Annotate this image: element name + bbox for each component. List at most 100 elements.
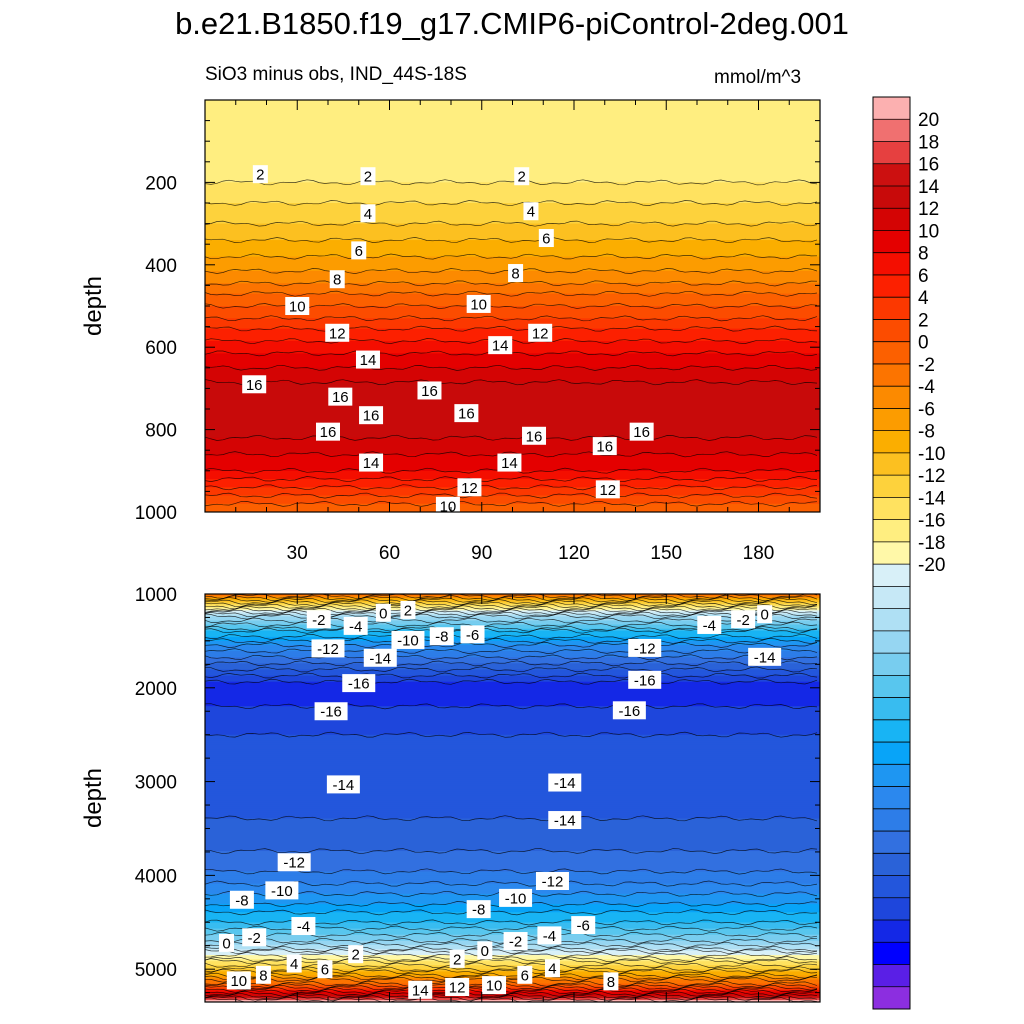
- upper-fill-band: [205, 233, 820, 237]
- upper-fill-band: [205, 192, 820, 196]
- colorbar-tick-label: 16: [918, 155, 939, 176]
- lower-fill-band: [205, 755, 820, 758]
- svg-text:4: 4: [290, 956, 298, 973]
- upper-contour-line: [205, 290, 818, 297]
- lower-fill-band: [205, 600, 820, 603]
- svg-text:-16: -16: [619, 703, 641, 720]
- lower-y-axis-label: depth: [80, 768, 107, 828]
- lower-fill-band: [205, 908, 820, 911]
- lower-fill-band: [205, 793, 820, 797]
- lower-fill-band: [205, 640, 820, 644]
- lower-contour-label: -16: [314, 702, 348, 721]
- upper-contour-label: 16: [629, 422, 654, 441]
- lower-contour-label: 2: [400, 600, 416, 619]
- lower-contour-label: -14: [748, 647, 782, 666]
- lower-fill-band: [205, 912, 820, 915]
- upper-fill-band: [205, 308, 820, 311]
- colorbar-swatch: [873, 319, 910, 343]
- lower-fill-band: [205, 985, 820, 989]
- lower-y-tick-label: 3000: [135, 773, 177, 794]
- upper-fill-band: [205, 487, 820, 490]
- svg-text:4: 4: [527, 204, 535, 221]
- upper-fill-band: [205, 326, 820, 330]
- svg-text:12: 12: [532, 325, 549, 342]
- upper-contour-label: 16: [242, 375, 267, 394]
- lower-fill-band: [205, 787, 820, 791]
- colorbar-tick-label: 12: [918, 199, 939, 220]
- upper-contour-line: [205, 315, 818, 322]
- svg-text:-8: -8: [472, 902, 485, 919]
- lower-fill-band: [205, 953, 820, 956]
- lower-fill-band: [205, 844, 820, 848]
- upper-fill-band: [205, 165, 820, 169]
- lower-fill-band: [205, 920, 820, 924]
- lower-fill-band: [205, 671, 820, 675]
- upper-contour-line: [205, 500, 818, 507]
- colorbar-frame: [872, 96, 911, 1010]
- upper-y-tick-label: 200: [145, 173, 177, 194]
- lower-contour-line: [205, 956, 818, 963]
- lower-fill-band: [205, 871, 820, 875]
- upper-contour-label: 14: [488, 336, 513, 355]
- lower-contour-line: [205, 660, 818, 667]
- upper-fill-band: [205, 137, 820, 140]
- upper-fill-band: [205, 297, 820, 301]
- upper-fill-band: [205, 196, 820, 200]
- lower-fill-band: [205, 602, 820, 605]
- lower-contour-line: [205, 997, 818, 1002]
- svg-text:-8: -8: [235, 892, 248, 909]
- lower-fill-band: [205, 830, 820, 834]
- lower-contour-line: [205, 848, 818, 855]
- lower-contour-label: -16: [342, 674, 376, 693]
- colorbar-tick-label: -4: [918, 377, 935, 398]
- lower-fill-band: [205, 928, 820, 932]
- upper-fill-band: [205, 435, 820, 439]
- svg-text:6: 6: [321, 962, 329, 979]
- colorbar-tick-label: -10: [918, 444, 945, 465]
- upper-fill-band: [205, 227, 820, 231]
- lower-fill-band: [205, 659, 820, 662]
- lower-y-tick-label: 1000: [135, 585, 177, 606]
- upper-fill-band: [205, 104, 820, 107]
- svg-text:0: 0: [481, 943, 489, 960]
- lower-fill-band: [205, 781, 820, 785]
- upper-fill-band: [205, 493, 820, 497]
- upper-contour-line: [205, 364, 818, 371]
- lower-fill-band: [205, 734, 820, 738]
- lower-fill-band: [205, 828, 820, 832]
- lower-contour-line: [205, 984, 818, 991]
- upper-fill-band: [205, 110, 820, 113]
- upper-fill-band: [205, 371, 820, 375]
- upper-fill-band: [205, 141, 820, 144]
- lower-fill-band: [205, 861, 820, 864]
- upper-fill-band: [205, 244, 820, 247]
- svg-text:-16: -16: [634, 672, 656, 689]
- colorbar-swatch: [873, 230, 910, 254]
- lower-fill-band: [205, 867, 820, 870]
- colorbar-swatch: [873, 386, 910, 409]
- upper-fill-band: [205, 112, 820, 116]
- upper-fill-band: [205, 450, 820, 453]
- lower-contour-line: [205, 607, 818, 614]
- lower-fill-band: [205, 632, 820, 636]
- upper-fill-band: [205, 324, 820, 328]
- upper-x-tick-label: 90: [471, 543, 492, 564]
- svg-text:16: 16: [246, 377, 263, 394]
- upper-fill-band: [205, 491, 820, 495]
- upper-fill-band: [205, 188, 820, 192]
- lower-fill-band: [205, 973, 820, 977]
- upper-contour-label: 4: [523, 202, 539, 221]
- lower-fill-band: [205, 736, 820, 740]
- lower-contour-line: [205, 815, 818, 822]
- colorbar-tick-label: -12: [918, 466, 945, 487]
- upper-fill-band: [205, 481, 820, 484]
- lower-fill-band: [205, 647, 820, 650]
- lower-fill-band: [205, 667, 820, 671]
- lower-contour-line: [205, 595, 818, 601]
- colorbar-tick-label: 20: [918, 110, 939, 131]
- svg-text:16: 16: [332, 389, 349, 406]
- upper-fill-band: [205, 147, 820, 151]
- colorbar-swatch: [873, 653, 910, 676]
- upper-contour-label: 6: [351, 241, 367, 260]
